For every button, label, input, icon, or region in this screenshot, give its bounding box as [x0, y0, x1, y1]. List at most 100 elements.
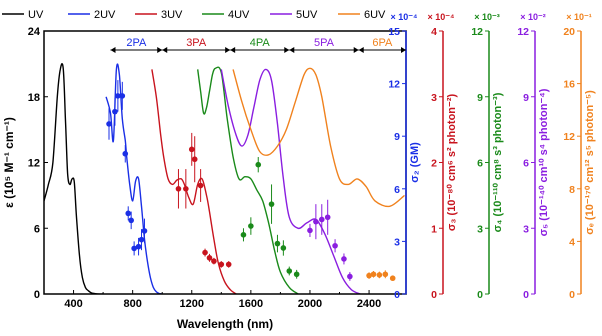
data-point	[141, 228, 148, 234]
region-arrow-head-right	[401, 47, 406, 53]
series-line-3uv	[151, 69, 237, 294]
series-line-5uv	[220, 68, 361, 294]
data-point	[389, 275, 396, 282]
data-point	[191, 156, 198, 163]
data-point	[240, 232, 247, 238]
y-tick-label: 18	[28, 92, 40, 104]
right-axis-tick-label: 20	[563, 26, 575, 38]
series-line-uv	[44, 63, 104, 294]
x-tick-label: 400	[64, 298, 82, 310]
data-point	[225, 261, 232, 268]
data-point	[293, 271, 300, 278]
right-axis-tick-label: 6	[477, 158, 483, 170]
series-line-4uv	[197, 66, 299, 294]
right-axis-tick-label: 12	[563, 131, 575, 143]
legend-label: 3UV	[161, 9, 183, 21]
right-axis-tick-label: 3	[523, 223, 529, 235]
right-axis-tick-label: 0	[394, 289, 400, 301]
data-point	[135, 243, 142, 250]
legend-label: 5UV	[296, 9, 318, 21]
data-point	[248, 223, 254, 229]
legend-label: UV	[28, 9, 44, 21]
region-arrow-head-left	[162, 47, 168, 53]
data-point	[332, 242, 338, 249]
right-axis-tick-label: 0	[569, 289, 575, 301]
right-axis-tick-label: 4	[569, 236, 575, 248]
x-tick-label: 2000	[298, 298, 322, 310]
right-axis-tick-label: 12	[471, 26, 483, 38]
right-axis-multiplier: × 10⁻²	[520, 12, 546, 22]
right-axis-tick-label: 3	[477, 223, 483, 235]
right-axis-tick-label: 6	[523, 158, 529, 170]
x-tick-label: 1200	[180, 298, 204, 310]
region-arrow-head-right	[353, 47, 359, 53]
right-axis-tick-label: 3	[431, 92, 437, 104]
right-axis-tick-label: 16	[563, 79, 575, 91]
legend-label: 2UV	[94, 9, 116, 21]
data-point	[183, 186, 189, 192]
region-arrow-head-left	[289, 47, 295, 53]
data-point	[318, 216, 325, 223]
region-arrow-head-left	[110, 47, 116, 53]
data-point	[211, 258, 217, 264]
region-label: 5PA	[314, 37, 335, 49]
legend: UV 2UV 3UV 4UV 5UV 6UV	[2, 9, 386, 21]
region-label: 3PA	[186, 37, 207, 49]
series-layer	[44, 63, 405, 294]
right-axis-label-s5: σ₅ (10⁻¹⁴⁰ cm¹⁰ s⁴ photon⁻⁴)	[538, 88, 550, 236]
data-point	[280, 245, 287, 251]
data-point	[138, 236, 145, 243]
data-point	[128, 217, 134, 224]
right-axis-multiplier: × 10⁻³	[474, 12, 500, 22]
right-axis-tick-label: 12	[517, 26, 529, 38]
data-point	[366, 272, 372, 279]
legend-label: 6UV	[364, 9, 386, 21]
right-axis-tick-label: 0	[477, 289, 483, 301]
right-axis-multiplier: × 10⁻⁴	[391, 12, 418, 22]
data-point	[175, 186, 182, 192]
right-axis-tick-label: 2	[431, 158, 437, 170]
data-point	[324, 214, 331, 221]
data-point	[347, 273, 353, 280]
right-axis-tick-label: 1	[431, 223, 437, 235]
data-point	[197, 182, 204, 189]
region-arrow-head-right	[157, 47, 163, 53]
right-axis-tick-label: 6	[394, 184, 400, 196]
series-line-6uv	[232, 67, 405, 208]
data-point	[131, 245, 137, 252]
region-label: 6PA	[372, 37, 393, 49]
right-axis-tick-label: 4	[431, 26, 437, 38]
plot-border	[43, 30, 407, 295]
y-tick-label: 24	[28, 26, 41, 38]
region-arrow-head-left	[230, 47, 236, 53]
x-tick-label: 2400	[357, 298, 381, 310]
region-label: 4PA	[250, 37, 271, 49]
data-point	[106, 121, 112, 127]
data-point	[112, 108, 118, 115]
right-axis-multiplier: × 10⁻¹	[566, 12, 592, 22]
region-arrow-head-right	[284, 47, 290, 53]
y-tick-label: 0	[34, 289, 40, 301]
right-axis-label-s2: σ₂ (GM)	[409, 142, 421, 183]
right-axis-label-s3: σ₃ (10⁻⁸⁰ cm⁶ s² photon⁻²)	[446, 94, 458, 232]
right-axis-tick-label: 9	[523, 92, 529, 104]
data-point	[341, 256, 347, 262]
right-axis-tick-label: 12	[388, 79, 400, 91]
right-axis-tick-label: 3	[394, 236, 400, 248]
region-label: 2PA	[126, 37, 147, 49]
y-tick-label: 12	[28, 158, 40, 170]
right-axis-label-s6: σₑ (10⁻¹⁷⁰ cm¹² s⁵ photon⁻⁵)	[584, 90, 596, 235]
data-point	[370, 271, 377, 278]
right-axis-multiplier: × 10⁻⁴	[428, 12, 455, 22]
data-point	[255, 161, 262, 168]
y-axis-label: ε (10⁵ M⁻¹ cm⁻¹)	[2, 117, 16, 208]
data-point	[125, 210, 132, 217]
x-tick-label: 1600	[239, 298, 263, 310]
data-point	[382, 271, 389, 278]
data-point	[218, 261, 225, 268]
right-axis-tick-label: 0	[523, 289, 529, 301]
right-axis-tick-label: 9	[394, 131, 400, 143]
